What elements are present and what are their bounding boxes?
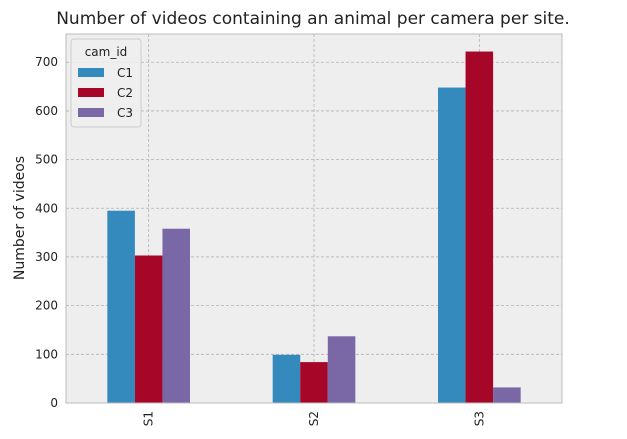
bar-s3-c1 bbox=[438, 87, 466, 403]
x-tick-label: S2 bbox=[307, 411, 321, 426]
y-tick-label: 200 bbox=[35, 299, 58, 313]
legend-swatch-c2 bbox=[78, 88, 104, 97]
legend: cam_id C1 C2 C3 bbox=[70, 38, 142, 128]
bar-s1-c3 bbox=[162, 228, 190, 403]
bar-s2-c1 bbox=[272, 354, 301, 403]
y-tick-label: 0 bbox=[50, 396, 58, 410]
bar-s3-c2 bbox=[465, 51, 494, 404]
x-tick-label: S3 bbox=[472, 411, 486, 426]
y-tick-label: 700 bbox=[35, 55, 58, 69]
y-tick-label: 500 bbox=[35, 153, 58, 167]
y-axis-ticks: 0 100 200 300 400 500 600 700 bbox=[35, 55, 58, 410]
plot-frame bbox=[65, 33, 563, 404]
legend-label-c2: C2 bbox=[117, 86, 133, 100]
legend-swatch-c3 bbox=[78, 108, 104, 117]
y-tick-label: 100 bbox=[35, 347, 58, 361]
x-axis-ticks: S1 S2 S3 bbox=[142, 411, 487, 426]
y-tick-label: 400 bbox=[35, 201, 58, 215]
chart-title: Number of videos containing an animal pe… bbox=[56, 9, 570, 29]
x-tick-label: S1 bbox=[142, 411, 156, 426]
legend-label-c1: C1 bbox=[117, 66, 133, 80]
bar-s3-c3 bbox=[493, 387, 521, 403]
y-tick-label: 300 bbox=[35, 250, 58, 264]
y-tick-label: 600 bbox=[35, 104, 58, 118]
legend-label-c3: C3 bbox=[117, 106, 133, 120]
bar-s1-c2 bbox=[134, 255, 163, 403]
legend-swatch-c1 bbox=[78, 68, 104, 77]
bar-s2-c3 bbox=[327, 336, 356, 403]
legend-box bbox=[70, 38, 142, 128]
bar-s1-c1 bbox=[107, 210, 135, 403]
bars bbox=[107, 51, 521, 404]
bar-s2-c2 bbox=[300, 362, 328, 403]
y-axis-label: Number of videos bbox=[12, 156, 28, 280]
legend-title: cam_id bbox=[85, 45, 128, 59]
